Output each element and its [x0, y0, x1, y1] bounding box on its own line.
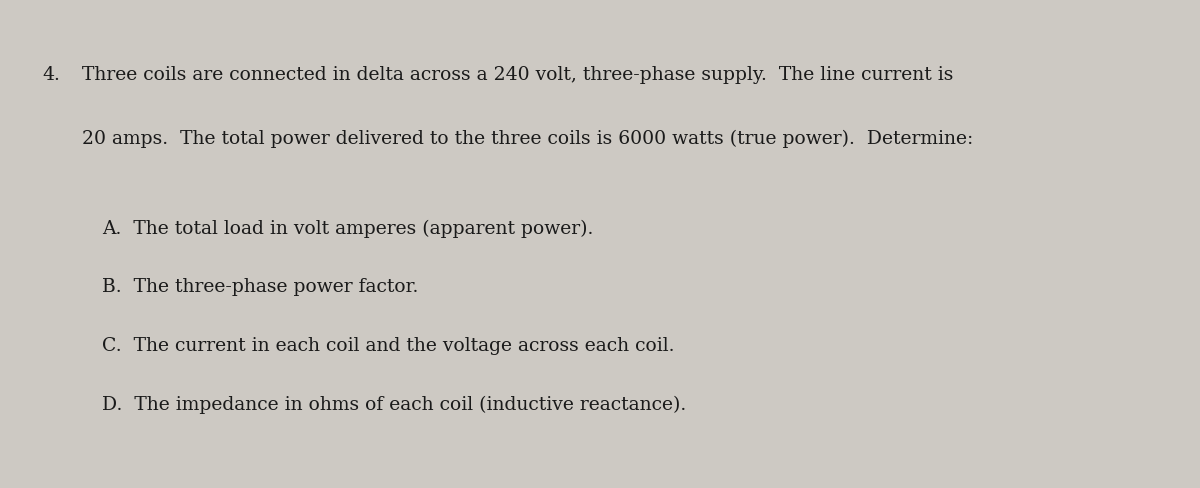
- Text: C.  The current in each coil and the voltage across each coil.: C. The current in each coil and the volt…: [102, 337, 674, 355]
- Text: 20 amps.  The total power delivered to the three coils is 6000 watts (true power: 20 amps. The total power delivered to th…: [82, 129, 973, 147]
- Text: 4.: 4.: [42, 66, 60, 84]
- Text: B.  The three-phase power factor.: B. The three-phase power factor.: [102, 278, 419, 296]
- Text: D.  The impedance in ohms of each coil (inductive reactance).: D. The impedance in ohms of each coil (i…: [102, 395, 686, 413]
- Text: Three coils are connected in delta across a 240 volt, three-phase supply.  The l: Three coils are connected in delta acros…: [82, 66, 953, 84]
- Text: A.  The total load in volt amperes (apparent power).: A. The total load in volt amperes (appar…: [102, 220, 593, 238]
